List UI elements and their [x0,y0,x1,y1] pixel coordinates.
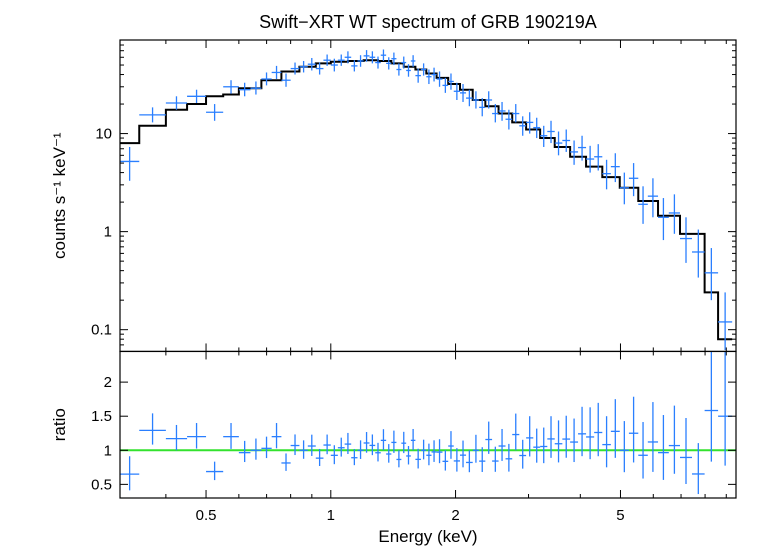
chart-container: Swift−XRT WT spectrum of GRB 190219A 0.5 1… [0,0,758,556]
x-tick-label: 1 [327,507,335,524]
y-tick-label: 0.1 [91,322,112,339]
x-tick-label: 2 [451,507,459,524]
y-axis-label-top: counts s⁻¹ keV⁻¹ [50,132,69,259]
y-axis-label-bottom: ratio [50,408,69,441]
y-tick-label: 0.5 [91,476,112,493]
y-tick-label: 1.5 [91,408,112,425]
y-tick-label: 1 [104,224,112,241]
chart-title: Swift−XRT WT spectrum of GRB 190219A [259,12,597,32]
x-tick-label: 0.5 [196,507,217,524]
y-tick-label: 1 [104,442,112,459]
y-tick-label: 2 [104,374,112,391]
spectrum-chart: Swift−XRT WT spectrum of GRB 190219A 0.5 1… [0,0,758,556]
x-tick-label: 5 [616,507,624,524]
y-tick-label: 10 [95,126,112,143]
x-axis-label: Energy (keV) [378,527,477,546]
